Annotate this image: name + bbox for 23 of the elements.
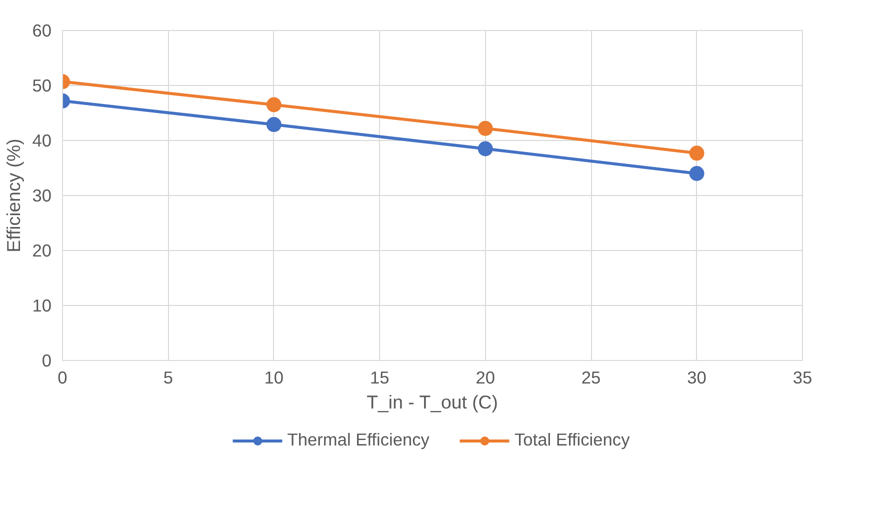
point (478, 141, 493, 156)
point (478, 120, 493, 136)
x-tick-label: 0 (58, 368, 68, 388)
x-tick-label: 5 (163, 368, 174, 388)
y-tick-label: 0 (42, 350, 52, 370)
point (689, 146, 704, 161)
y-tick-label: 20 (32, 240, 52, 260)
y-tick-label: 30 (32, 186, 52, 206)
y-tick-label: 50 (32, 76, 52, 96)
y-tick-label: 60 (32, 20, 52, 40)
x-tick-label: 35 (792, 368, 812, 388)
x-tick-label: 25 (581, 368, 601, 388)
y-tick-label: 10 (32, 296, 52, 316)
legend-label: Total Efficiency (514, 430, 630, 450)
x-tick-label: 30 (687, 368, 706, 388)
y-axis-title: Efficiency (%) (3, 138, 24, 252)
x-axis-title: T_in - T_out (C) (366, 392, 498, 412)
x-tick-label: 10 (264, 368, 284, 388)
point (689, 166, 704, 181)
x-tick-label: 15 (370, 368, 390, 388)
y-tick-label: 40 (32, 130, 52, 150)
x-tick-label: 20 (476, 368, 495, 388)
legend-label: Thermal Efficiency (287, 430, 430, 450)
